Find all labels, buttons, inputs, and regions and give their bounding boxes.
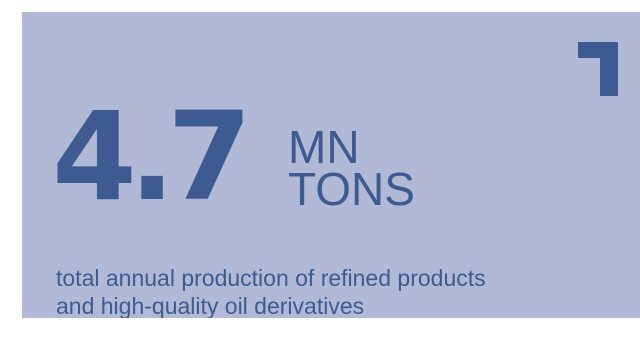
stat-value: 4.7 [52,86,252,228]
stat-description-line2: and high-quality oil derivatives [56,293,365,318]
stat-unit-line1: MN [288,121,360,173]
stat-description: total annual production of refined produ… [56,264,636,318]
stat-unit-line2: TONS [288,163,415,215]
stat-description-line1: total annual production of refined produ… [56,265,486,291]
stat-unit: MN TONS [288,121,415,215]
corner-bracket-icon [578,42,618,96]
stat-card: 4.7 MN TONS total annual production of r… [22,12,640,318]
